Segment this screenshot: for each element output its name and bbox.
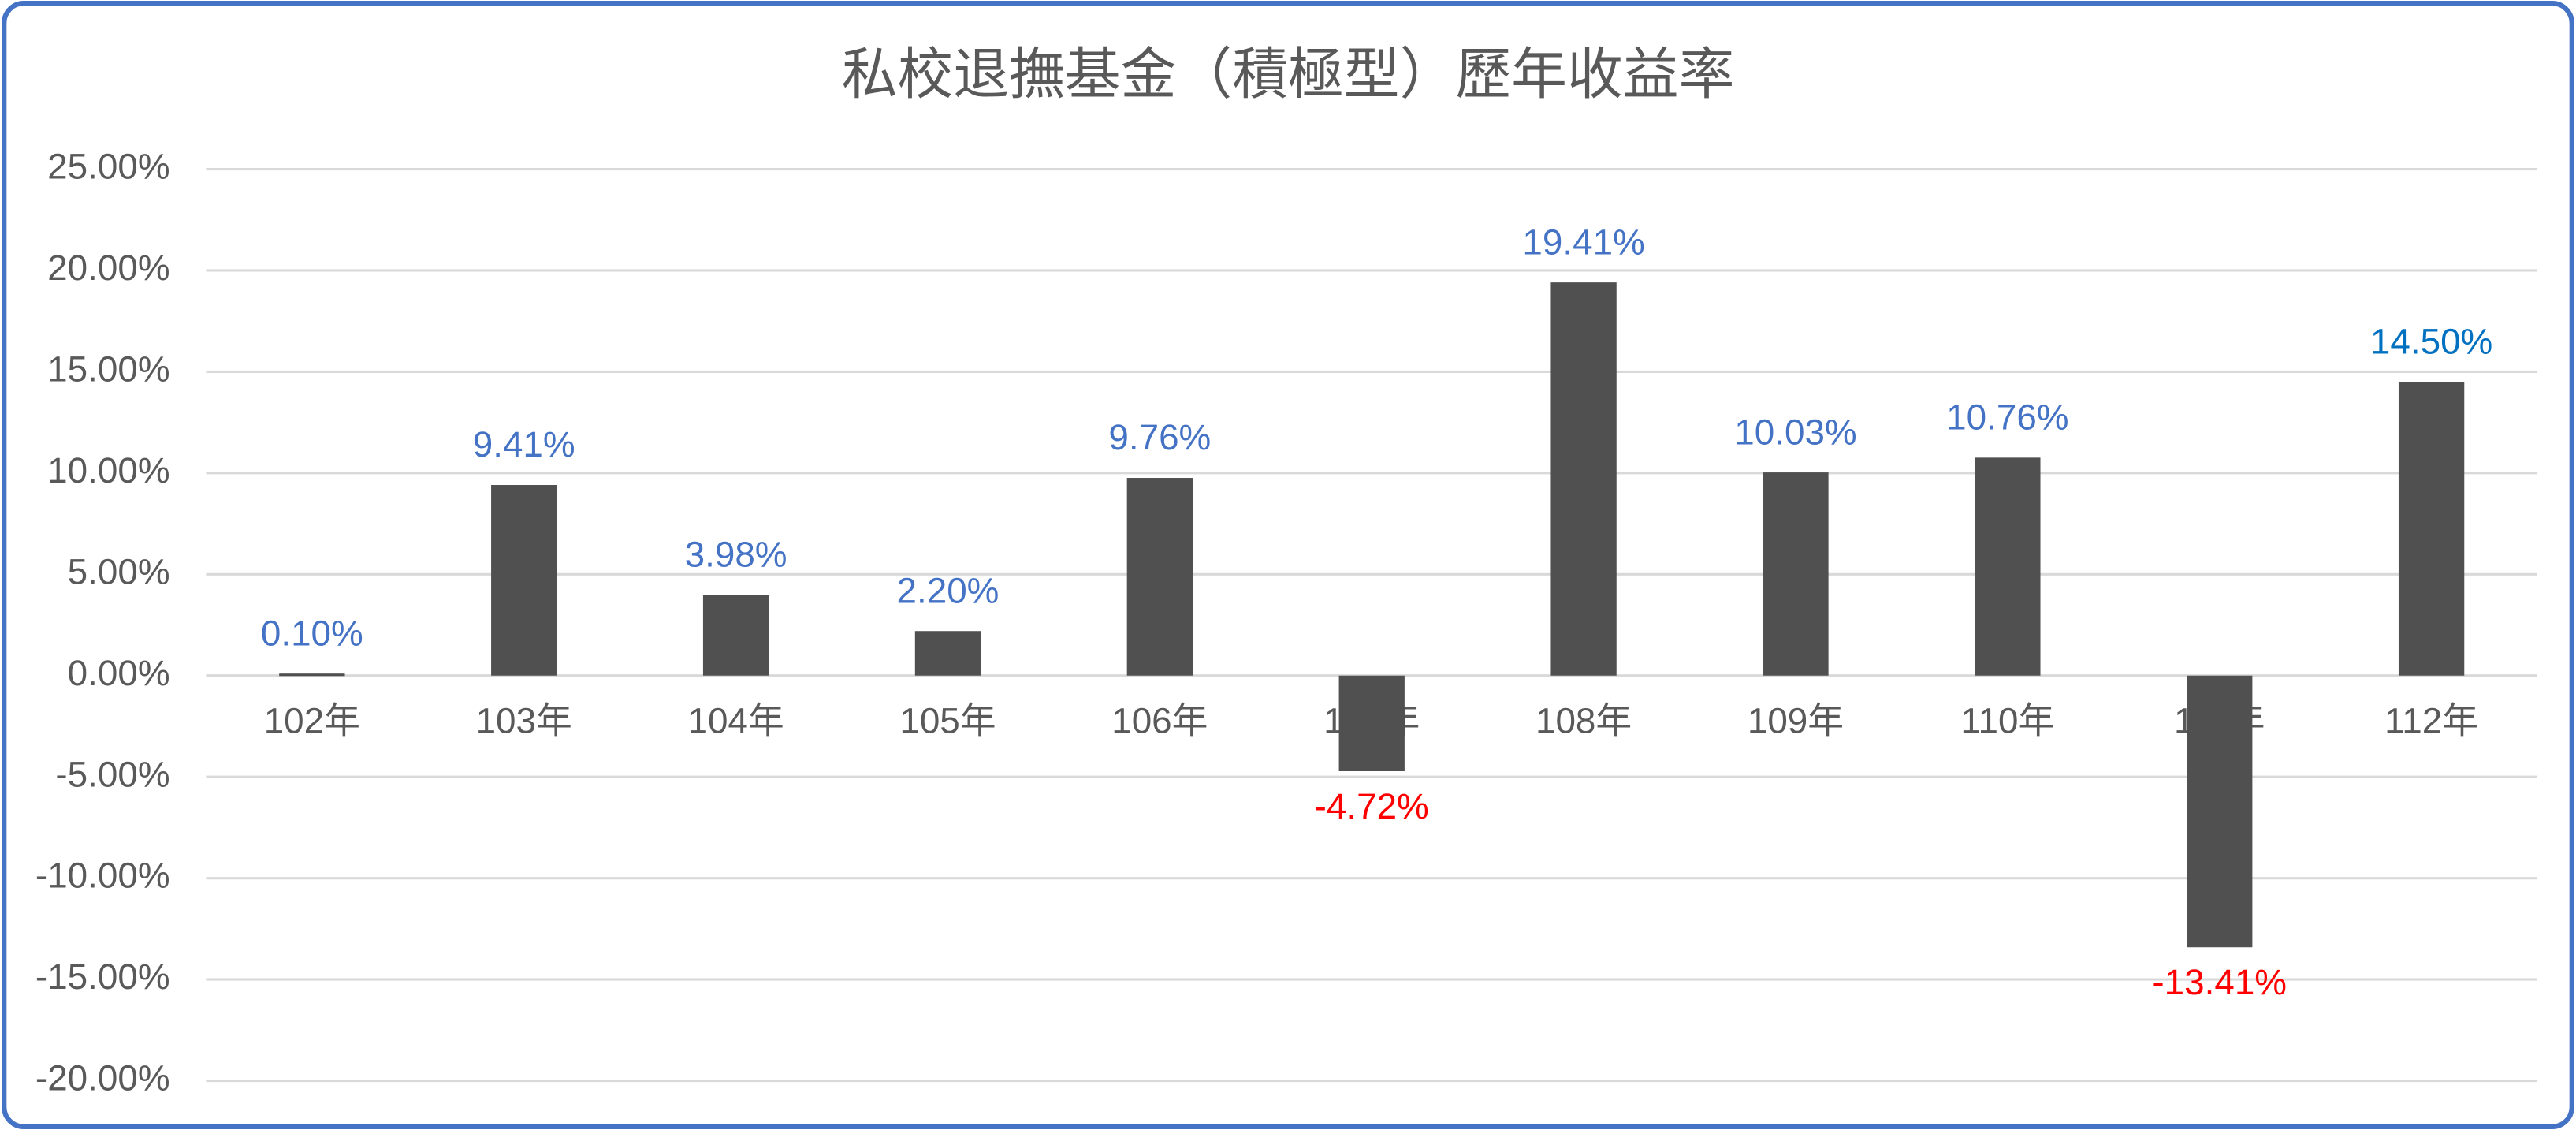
y-tick-label: 0.00% bbox=[68, 653, 170, 693]
bar bbox=[1338, 675, 1405, 771]
y-tick-label: -20.00% bbox=[35, 1058, 170, 1098]
y-tick-label: -5.00% bbox=[55, 754, 169, 794]
data-label: 14.50% bbox=[2370, 321, 2492, 361]
data-label: 2.20% bbox=[897, 570, 1000, 610]
x-tick-label: 108年 bbox=[1536, 700, 1632, 740]
x-tick-label: 103年 bbox=[476, 700, 572, 740]
x-tick-label: 102年 bbox=[264, 700, 360, 740]
data-label: 9.41% bbox=[473, 424, 575, 464]
y-tick-label: 25.00% bbox=[47, 147, 169, 187]
x-tick-label: 106年 bbox=[1111, 700, 1208, 740]
chart-title: 私校退撫基金（積極型）歷年收益率 bbox=[842, 44, 1735, 106]
y-tick-label: 20.00% bbox=[47, 248, 169, 288]
bar bbox=[914, 631, 981, 676]
y-tick-label: -15.00% bbox=[35, 957, 170, 997]
y-tick-label: 15.00% bbox=[47, 349, 169, 390]
data-label: 10.03% bbox=[1734, 412, 1856, 452]
bar bbox=[1550, 282, 1617, 676]
bar bbox=[702, 595, 769, 676]
y-tick-label: 10.00% bbox=[47, 450, 169, 490]
bar bbox=[2187, 675, 2253, 948]
bar bbox=[279, 673, 345, 677]
data-label: 10.76% bbox=[1946, 397, 2068, 438]
x-tick-label: 112年 bbox=[2384, 700, 2478, 740]
x-tick-label: 105年 bbox=[899, 700, 996, 740]
data-label: 9.76% bbox=[1108, 417, 1211, 457]
bar bbox=[2398, 382, 2465, 676]
data-label: -13.41% bbox=[2152, 962, 2287, 1002]
bar bbox=[1763, 472, 1829, 676]
x-tick-label: 109年 bbox=[1748, 700, 1844, 740]
data-label: 19.41% bbox=[1522, 222, 1644, 262]
data-label: 0.10% bbox=[261, 613, 363, 653]
bar bbox=[1975, 457, 2041, 676]
bar bbox=[1126, 478, 1193, 676]
y-tick-label: 5.00% bbox=[68, 551, 170, 591]
data-label: -4.72% bbox=[1315, 786, 1429, 826]
x-tick-label: 110年 bbox=[1960, 700, 2054, 740]
bar bbox=[491, 485, 557, 676]
x-tick-label: 104年 bbox=[687, 700, 784, 740]
y-tick-label: -10.00% bbox=[35, 856, 170, 896]
data-label: 3.98% bbox=[685, 535, 787, 575]
